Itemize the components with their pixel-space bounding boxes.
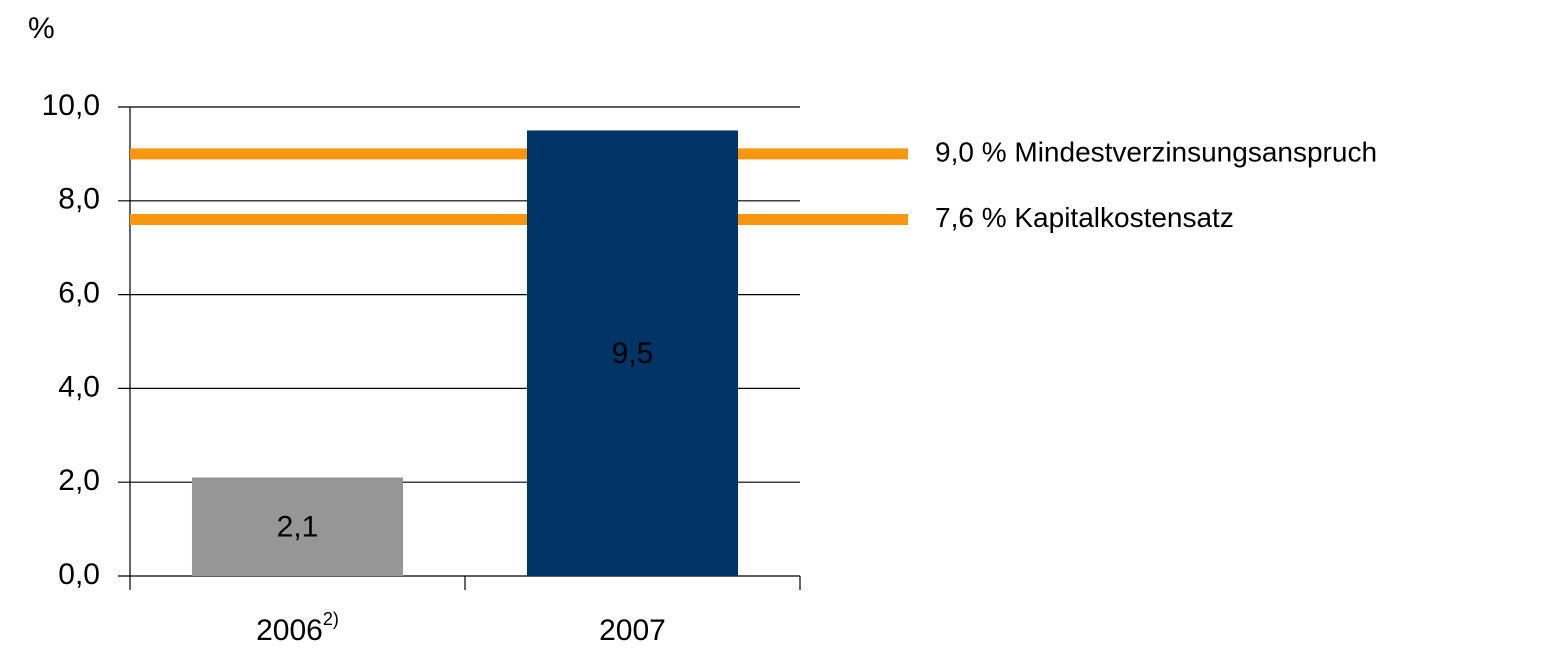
bar <box>191 477 404 576</box>
y-tick-label: 2,0 <box>58 464 100 497</box>
y-tick-label: 8,0 <box>58 183 100 216</box>
value-label: 9,5 <box>612 337 654 370</box>
bar <box>526 130 739 576</box>
y-tick-label: 10,0 <box>42 89 100 122</box>
y-axis-label: % <box>28 12 55 45</box>
reference-label: 9,0 % Mindestverzinsungsanspruch <box>935 136 1377 167</box>
category-name: 2006 <box>256 614 323 647</box>
x-tick-label: 20062) <box>256 609 339 647</box>
y-tick-label: 4,0 <box>58 370 100 403</box>
value-label: 2,1 <box>277 511 319 544</box>
y-tick-label: 6,0 <box>58 277 100 310</box>
reference-label: 7,6 % Kapitalkostensatz <box>935 202 1234 233</box>
category-name: 2007 <box>599 614 666 647</box>
y-tick-label: 0,0 <box>58 558 100 591</box>
x-tick-label: 2007 <box>599 614 666 647</box>
category-footnote: 2) <box>323 609 339 629</box>
